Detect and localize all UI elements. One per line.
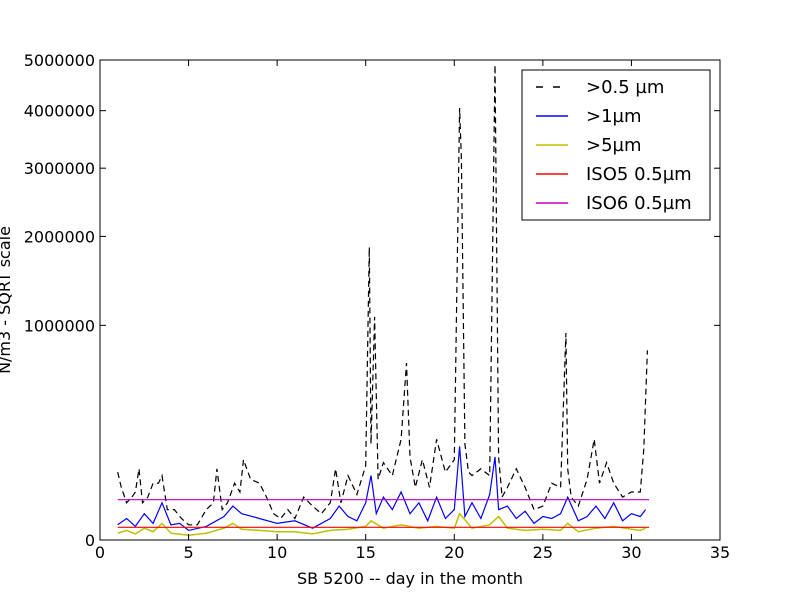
x-tick-label: 5 <box>183 543 193 562</box>
y-tick-label: 2000000 <box>24 227 95 246</box>
series-line-0 <box>117 64 648 526</box>
x-tick-label: 0 <box>95 543 105 562</box>
series-line-1 <box>117 446 647 532</box>
y-axis-label: N/m3 - SQRT scale <box>0 226 14 374</box>
legend-entry: >5µm <box>586 135 642 156</box>
x-tick-label: 10 <box>267 543 287 562</box>
x-tick-label: 30 <box>621 543 641 562</box>
plot-frame <box>99 59 721 541</box>
x-tick-label: 20 <box>444 543 464 562</box>
legend: >0.5 µm >1µm >5µm ISO5 0.5µm ISO6 0.5µm <box>521 69 711 221</box>
x-tick-label: 25 <box>533 543 553 562</box>
x-tick-label: 35 <box>710 543 730 562</box>
y-axis: 0 1000000 2000000 3000000 4000000 5000000 <box>24 51 720 550</box>
y-tick-label: 5000000 <box>24 51 95 70</box>
legend-entry: >0.5 µm <box>586 77 664 98</box>
legend-entry: ISO6 0.5µm <box>586 193 692 214</box>
series-layer <box>117 64 650 536</box>
y-tick-label: 0 <box>85 531 95 550</box>
x-axis: 0 5 10 15 20 25 30 35 <box>95 60 730 562</box>
y-tick-label: 1000000 <box>24 316 95 335</box>
x-axis-label: SB 5200 -- day in the month <box>297 569 523 588</box>
y-tick-label: 3000000 <box>24 159 95 178</box>
x-tick-label: 15 <box>356 543 376 562</box>
legend-entry: >1µm <box>586 106 642 127</box>
y-tick-label: 4000000 <box>24 102 95 121</box>
legend-entry: ISO5 0.5µm <box>586 164 692 185</box>
